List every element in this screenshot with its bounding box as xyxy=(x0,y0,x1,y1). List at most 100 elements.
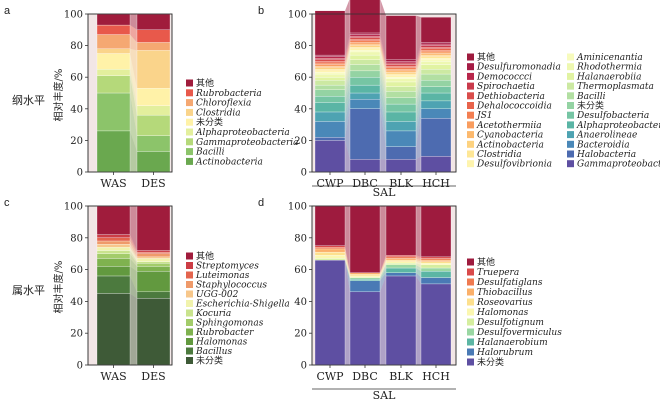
flow-band xyxy=(416,272,421,284)
flow-band xyxy=(380,44,386,73)
flow-band xyxy=(380,268,386,281)
bar-segment xyxy=(385,86,417,92)
panel-letter-c: c xyxy=(4,197,10,209)
bar-segment xyxy=(96,53,131,70)
legend-label: Halobacteria xyxy=(576,150,636,160)
bar-segment xyxy=(420,54,452,57)
legend-label: Halomonas xyxy=(476,308,529,318)
y-tick-label: 100 xyxy=(288,202,307,213)
bar-segment xyxy=(96,92,131,132)
flow-band xyxy=(416,156,421,172)
legend-swatch xyxy=(467,258,474,266)
bar-segment xyxy=(136,42,171,51)
flow-band xyxy=(380,39,386,68)
y-tick-label: 0 xyxy=(301,361,307,372)
bar-segment xyxy=(385,15,417,60)
legend-label: Actinobacteria xyxy=(195,157,263,167)
flow-band xyxy=(416,58,421,78)
flow-band xyxy=(416,50,421,70)
flow-band xyxy=(345,258,350,278)
legend-swatch xyxy=(467,63,474,71)
flow-band xyxy=(345,48,350,73)
flow-band xyxy=(345,40,350,65)
flow-band xyxy=(345,77,350,103)
legend-swatch xyxy=(567,53,574,61)
flow-band xyxy=(130,206,137,251)
flow-band xyxy=(416,55,421,75)
bar-segment xyxy=(314,248,346,253)
flow-band xyxy=(380,45,386,75)
bar-segment xyxy=(314,73,346,78)
legend-label: 其他 xyxy=(477,51,495,63)
legend-label: Thermoplasmata xyxy=(577,82,654,92)
bar-segment xyxy=(385,263,417,265)
bar-segment xyxy=(385,255,417,258)
bar-segment xyxy=(385,146,417,160)
bar-segment xyxy=(136,205,171,251)
bar-segment xyxy=(314,10,346,56)
legend-swatch xyxy=(186,357,193,364)
flow-band xyxy=(130,75,137,136)
legend-label: Halorubrum xyxy=(476,348,533,358)
legend-label: Bacilli xyxy=(195,148,225,158)
x-tick-label: WAS xyxy=(100,177,126,190)
flow-band xyxy=(416,258,421,262)
legend-swatch xyxy=(467,268,474,276)
bar-segment xyxy=(420,45,452,48)
bar-segment xyxy=(136,263,171,267)
bar-segment xyxy=(349,64,381,72)
flow-band xyxy=(416,86,421,112)
bar-segment xyxy=(420,256,452,259)
y-tick-label: 100 xyxy=(64,202,83,213)
bar-segment xyxy=(96,237,131,242)
flow-band xyxy=(130,266,137,292)
flow-band xyxy=(130,14,137,30)
bar-segment xyxy=(385,81,417,87)
y-tick-label: 0 xyxy=(77,361,83,372)
flow-band xyxy=(416,42,421,62)
flow-band xyxy=(416,74,421,98)
legend-swatch xyxy=(467,348,474,356)
flow-band xyxy=(380,261,386,278)
legend-swatch xyxy=(467,72,474,80)
legend-label: Desulfatiglans xyxy=(476,278,543,288)
legend-label: Anaerolineae xyxy=(576,131,637,141)
y-tick-label: 80 xyxy=(294,41,307,52)
bar-segment xyxy=(314,54,346,57)
flow-band xyxy=(380,59,386,92)
legend-swatch xyxy=(467,111,474,119)
bar-segment xyxy=(349,272,381,275)
bar-segment xyxy=(96,293,131,366)
y-tick-label: 20 xyxy=(70,329,83,340)
flow-band xyxy=(130,240,137,257)
legend-swatch xyxy=(567,160,574,168)
flow-band xyxy=(380,258,386,275)
flow-band xyxy=(345,64,350,90)
bar-segment xyxy=(136,13,171,30)
bar-segment xyxy=(385,73,417,76)
bar-segment xyxy=(420,283,452,366)
bar-segment xyxy=(420,205,452,258)
bar-segment xyxy=(349,48,381,51)
legend-swatch xyxy=(467,121,474,129)
bar-segment xyxy=(136,271,171,293)
flow-band xyxy=(380,32,386,62)
legend-swatch xyxy=(186,99,193,107)
flow-band xyxy=(380,55,386,87)
bar-segment xyxy=(349,84,381,94)
flow-band xyxy=(380,275,386,365)
bar-segment xyxy=(420,108,452,119)
bar-segment xyxy=(349,37,381,40)
flow-band xyxy=(416,64,421,87)
panel-letter-a: a xyxy=(4,5,11,17)
bar-segment xyxy=(349,205,381,273)
legend-swatch xyxy=(467,358,474,366)
flow-band xyxy=(345,252,350,276)
plot-border xyxy=(311,13,457,173)
plot-border xyxy=(87,13,173,173)
bar-segment xyxy=(136,261,171,264)
bar-segment xyxy=(420,263,452,265)
legend-label: Dethiobacteria xyxy=(476,92,545,102)
legend-swatch xyxy=(186,262,193,269)
y-tick-label: 80 xyxy=(70,233,83,244)
